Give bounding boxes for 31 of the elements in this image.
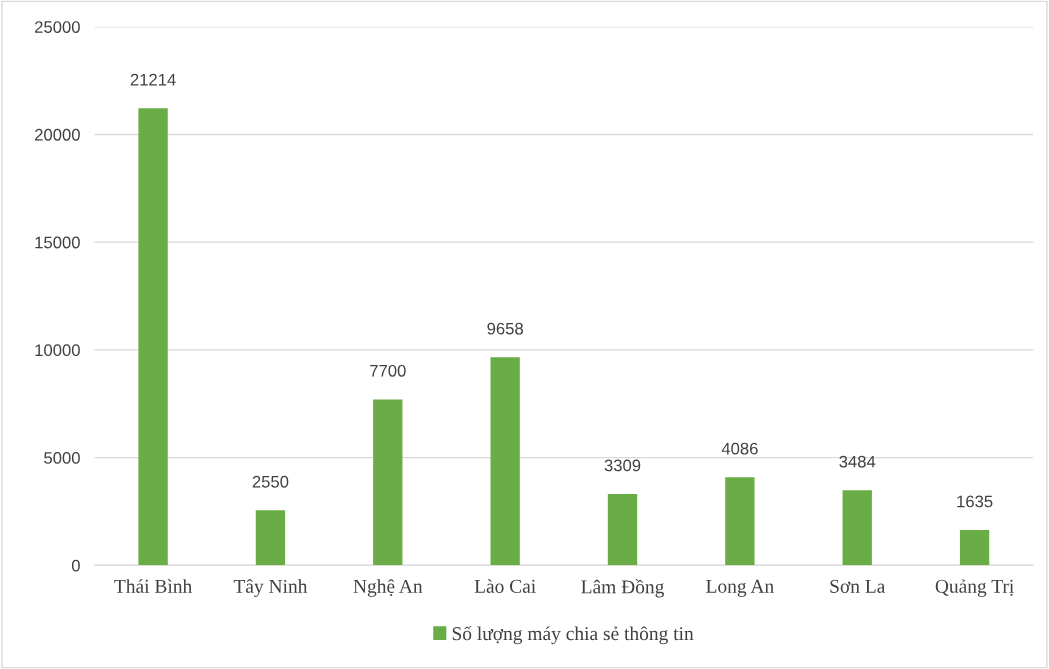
data-label: 4086 xyxy=(721,442,758,455)
x-tick-label: Nghệ An xyxy=(353,579,423,597)
legend-label: Số lượng máy chia sẻ thông tin xyxy=(452,625,694,645)
data-label: 3309 xyxy=(604,459,641,472)
data-label: 1635 xyxy=(957,495,993,508)
x-tick-label: Quảng Trị xyxy=(935,579,1014,597)
bar xyxy=(255,510,286,566)
bar xyxy=(842,490,872,566)
x-tick-label: Long An xyxy=(706,579,774,597)
bar xyxy=(959,530,990,566)
bar xyxy=(490,357,520,566)
x-tick-label: Lào Cai xyxy=(474,579,536,593)
data-label: 2550 xyxy=(252,475,289,488)
data-label: 21214 xyxy=(130,73,176,86)
y-tick-label: 10000 xyxy=(35,344,80,357)
y-tick-label: 5000 xyxy=(44,452,80,464)
y-tick-label: 15000 xyxy=(35,236,80,249)
x-tick-label: Sơn La xyxy=(830,579,886,593)
y-tick-label: 25000 xyxy=(35,21,80,33)
data-label: 7700 xyxy=(370,364,406,377)
bar xyxy=(138,108,168,566)
x-tick-label: Thái Bình xyxy=(114,579,192,593)
bar xyxy=(607,494,638,566)
data-label: 3484 xyxy=(839,455,876,468)
bar xyxy=(725,477,755,566)
x-tick-label: Tây Ninh xyxy=(233,579,308,597)
x-tick-label: Lâm Đồng xyxy=(581,579,664,598)
y-tick-label: 20000 xyxy=(35,128,80,141)
data-label: 9658 xyxy=(487,322,523,335)
bar xyxy=(373,399,403,566)
y-tick-label: 0 xyxy=(71,559,80,572)
